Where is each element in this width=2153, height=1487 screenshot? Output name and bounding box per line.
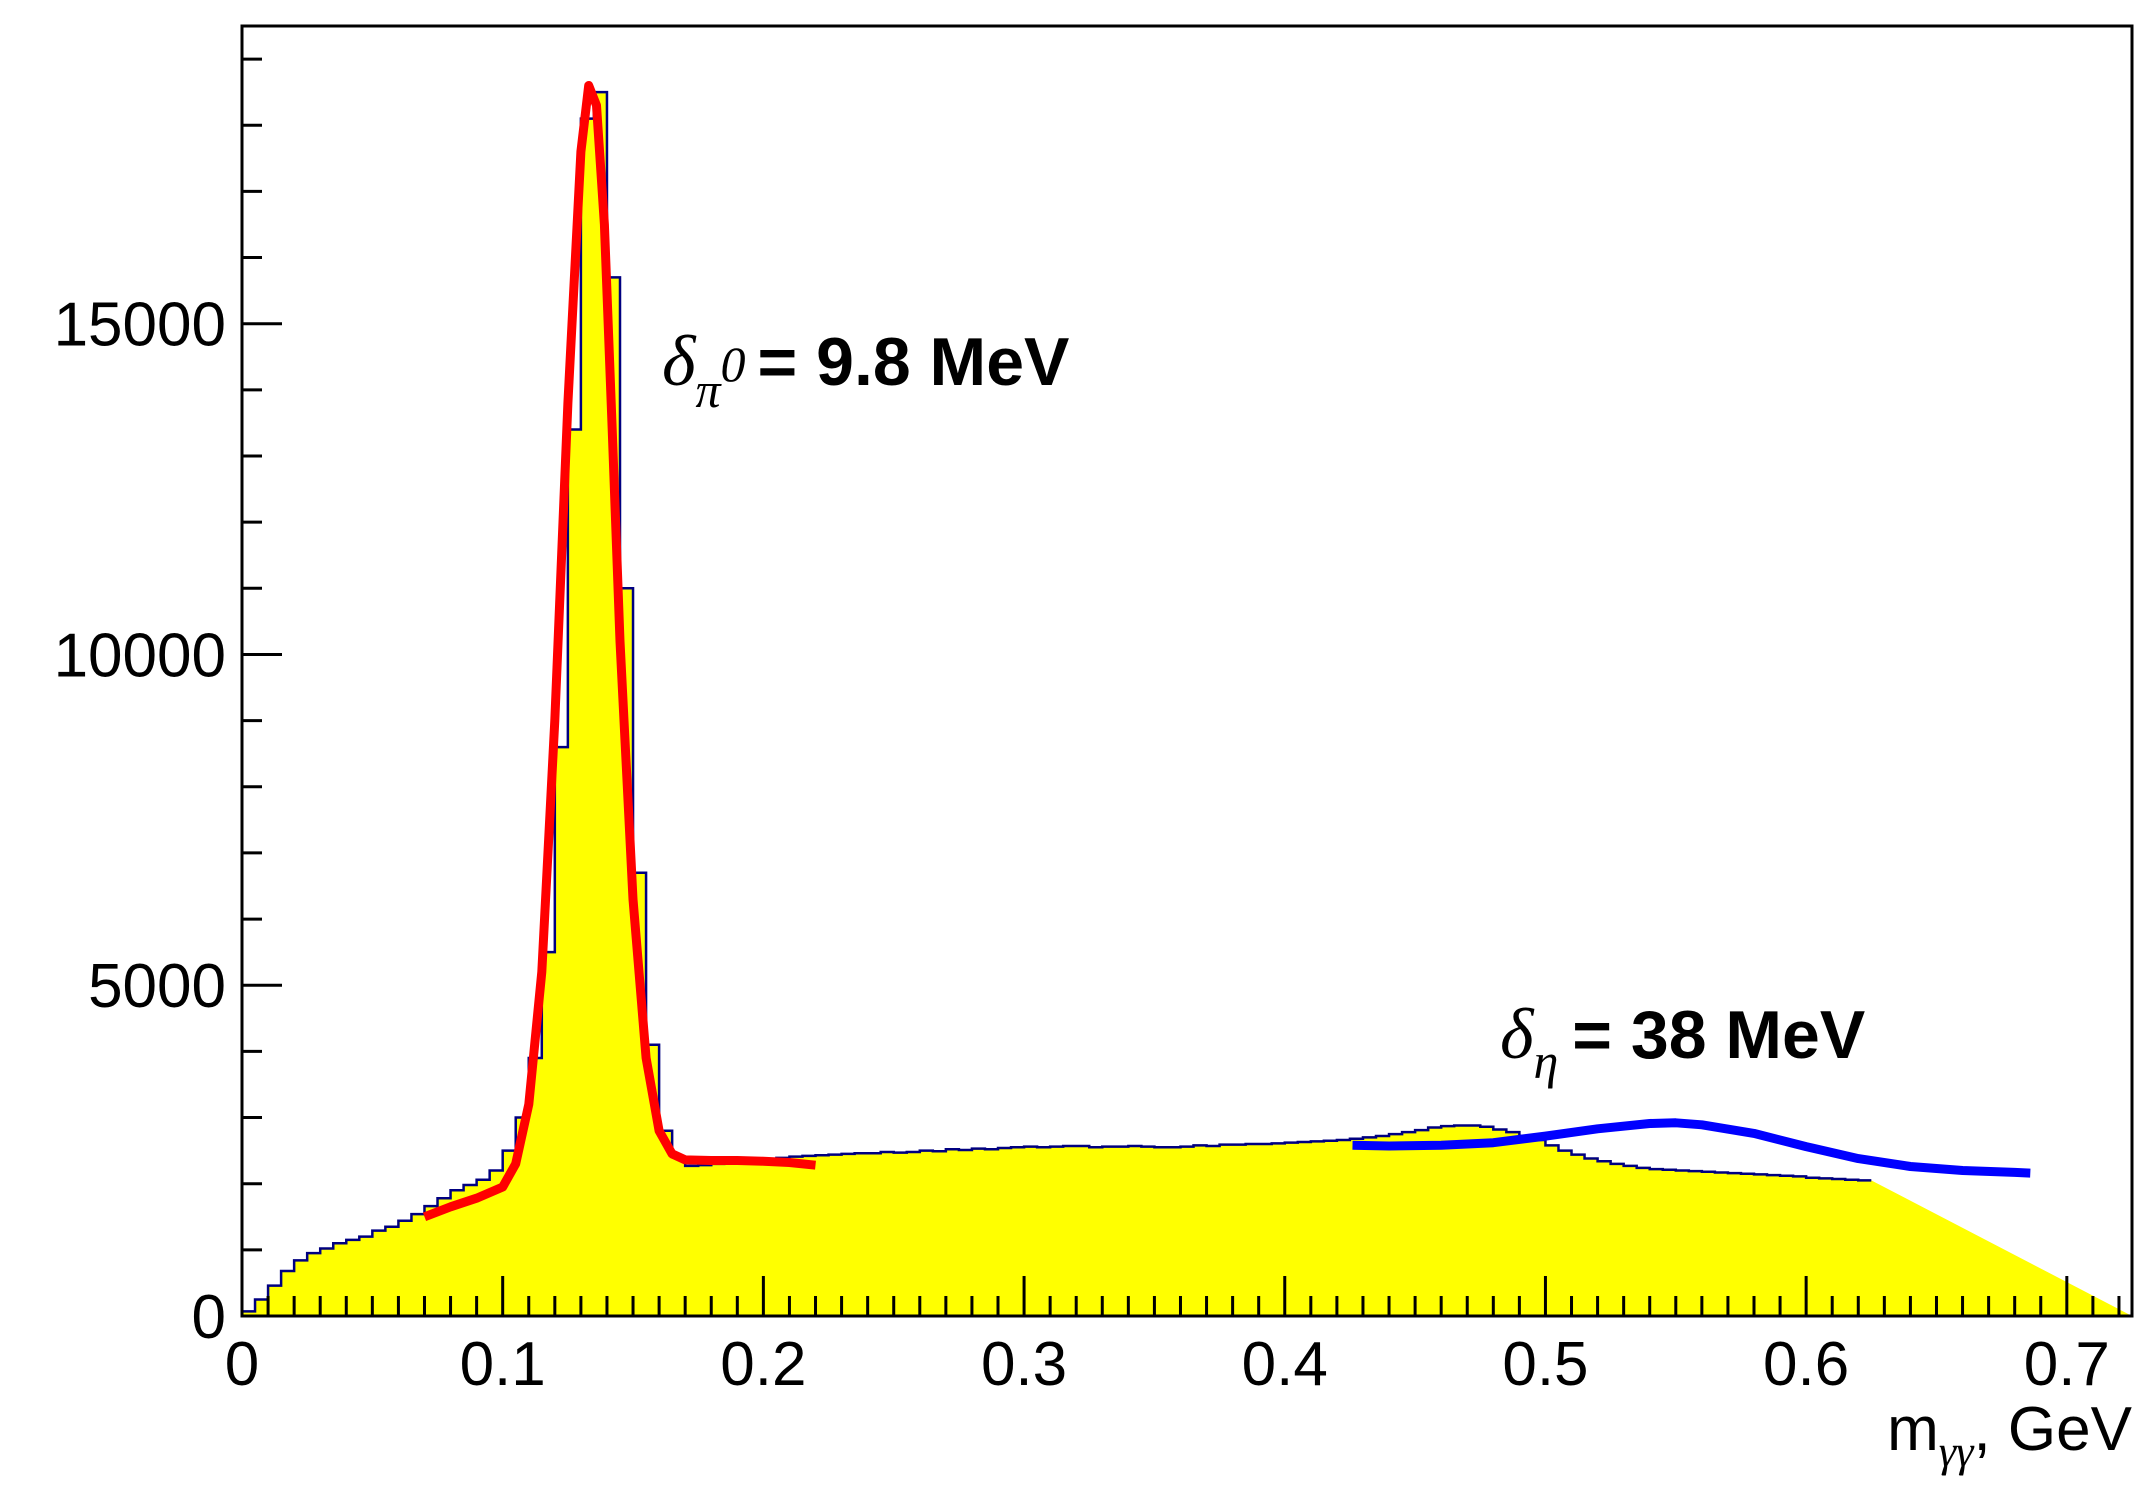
x-tick-label: 0.1	[460, 1330, 546, 1399]
plot-frame	[240, 24, 2134, 1318]
fit-curves	[422, 81, 2031, 1222]
x-tick-label: 0.3	[981, 1330, 1067, 1399]
y-tick-label: 15000	[54, 291, 226, 360]
pi0-fit-curve	[422, 81, 816, 1222]
x-tick-label: 0.5	[1502, 1330, 1588, 1399]
y-axis-tick-labels: 0 5000 10000 15000	[54, 291, 226, 1352]
x-tick-label: 0.6	[1763, 1330, 1849, 1399]
x-tick-label: 0	[225, 1330, 259, 1399]
y-tick-label: 5000	[88, 952, 226, 1021]
x-tick-label: 0.2	[720, 1330, 806, 1399]
eta-resolution-annotation: δη = 38 MeV	[1500, 994, 1865, 1089]
x-tick-label: 0.4	[1242, 1330, 1328, 1399]
eta-fit-curve	[1352, 1118, 2031, 1178]
x-axis-title: mγγ, GeV	[1887, 1395, 2133, 1476]
y-tick-label: 0	[192, 1283, 226, 1352]
y-tick-label: 10000	[54, 621, 226, 690]
pi0-resolution-annotation: δπ0 = 9.8 MeV	[662, 321, 1069, 418]
x-tick-label: 0.7	[2024, 1330, 2110, 1399]
histogram-outline	[240, 90, 1872, 1316]
x-axis-ticks	[240, 1276, 2121, 1316]
x-axis-tick-labels: 0 0.1 0.2 0.3 0.4 0.5 0.6 0.7	[225, 1330, 2110, 1399]
y-axis-ticks	[242, 57, 282, 1318]
